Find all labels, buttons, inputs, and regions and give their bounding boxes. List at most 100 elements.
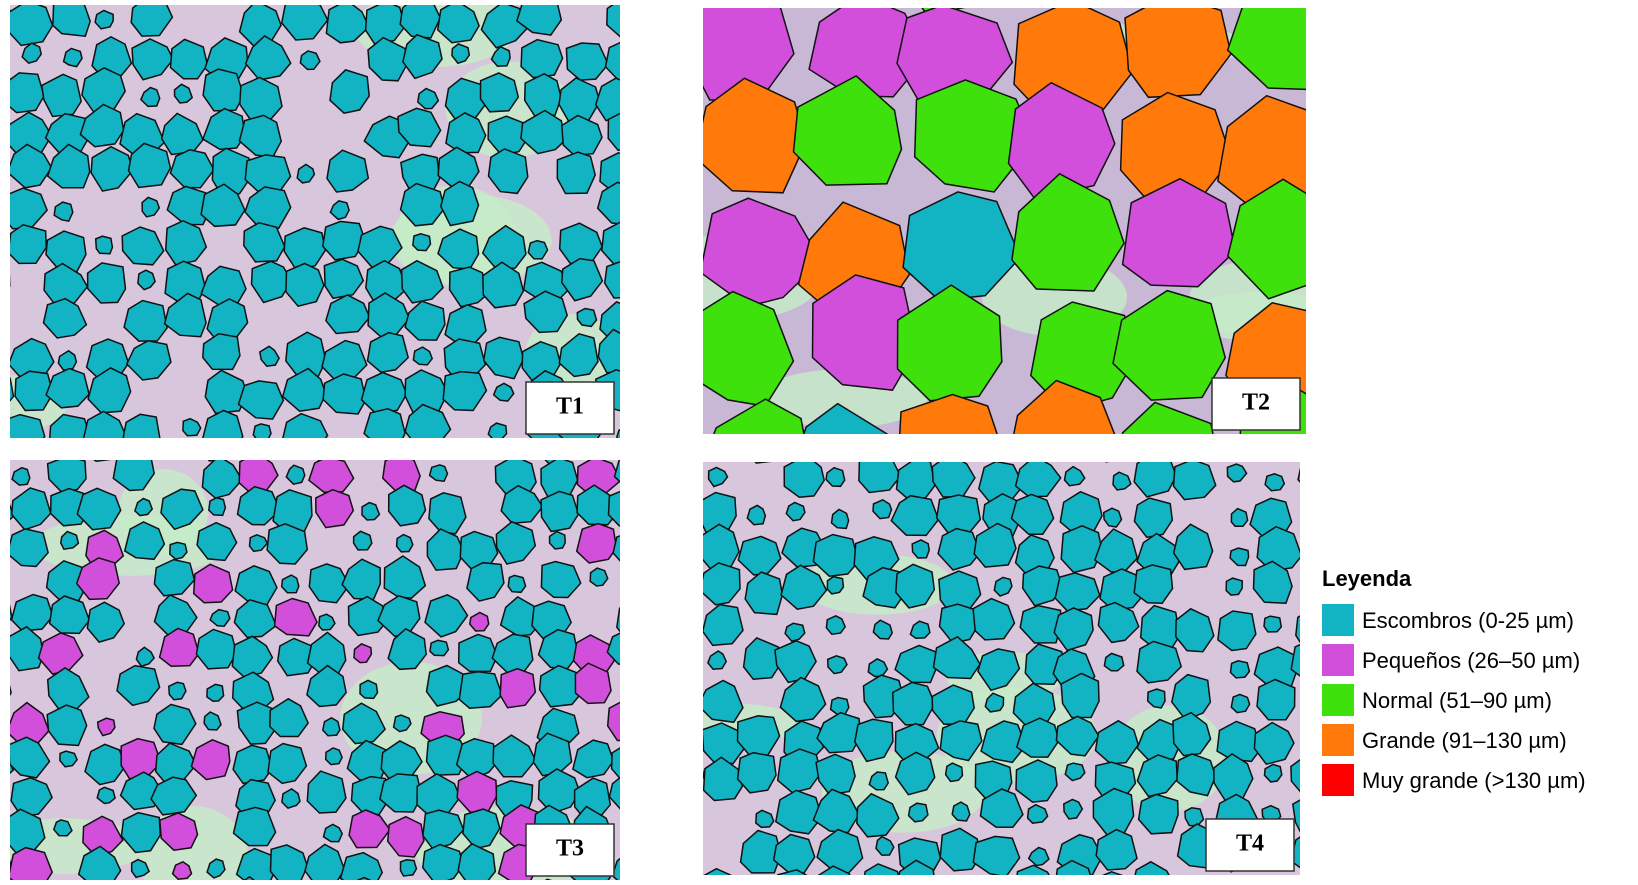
- cell: [643, 334, 686, 375]
- cell: [1303, 500, 1321, 519]
- cell: [285, 0, 328, 2]
- cell: [430, 640, 449, 655]
- cell: [615, 451, 657, 490]
- cell: [0, 261, 10, 303]
- cell: [1115, 0, 1220, 4]
- figure: T1T2T3T4LeyendaEscombros (0-25 µm)Pequeñ…: [0, 0, 1638, 880]
- cell: [609, 488, 652, 526]
- micrograph-panel: [654, 414, 1339, 880]
- cell: [253, 424, 271, 442]
- cell: [1298, 450, 1339, 493]
- cell: [639, 32, 676, 72]
- cell: [0, 458, 5, 497]
- cell: [608, 110, 648, 151]
- cell: [1265, 474, 1284, 491]
- legend-swatch: [1322, 604, 1354, 636]
- cell: [459, 634, 498, 671]
- cell: [626, 682, 643, 699]
- cell: [5, 415, 45, 455]
- cell: [608, 700, 650, 741]
- cell: [0, 843, 11, 880]
- cell: [413, 234, 431, 251]
- cell: [1134, 565, 1172, 603]
- cell: [0, 527, 8, 566]
- cell: [1226, 578, 1242, 595]
- cell: [0, 634, 10, 672]
- cell: [952, 802, 970, 821]
- cell: [1231, 694, 1249, 712]
- cell: [636, 0, 680, 35]
- cell: [605, 261, 645, 298]
- page: T1T2T3T4LeyendaEscombros (0-25 µm)Pequeñ…: [0, 0, 1638, 880]
- cell: [655, 453, 697, 491]
- cell: [0, 75, 2, 115]
- cell: [577, 524, 617, 563]
- cell: [637, 451, 679, 494]
- cell: [577, 309, 596, 327]
- cell: [784, 455, 824, 497]
- cell: [637, 222, 680, 262]
- cell: [909, 803, 928, 822]
- cell: [364, 409, 405, 449]
- cell: [508, 575, 525, 592]
- cell: [521, 40, 563, 78]
- cell: [1306, 580, 1324, 598]
- legend-label: Pequeños (26–50 µm): [1362, 648, 1580, 673]
- cell: [646, 191, 684, 233]
- cell: [648, 260, 690, 304]
- cell: [636, 113, 675, 158]
- cell: [1264, 616, 1281, 632]
- cell: [209, 498, 226, 516]
- legend-swatch: [1322, 644, 1354, 676]
- cell: [7, 0, 52, 3]
- cell: [233, 745, 272, 783]
- legend-label: Normal (51–90 µm): [1362, 688, 1552, 713]
- cell: [0, 156, 8, 193]
- cell: [0, 448, 3, 488]
- cell: [617, 600, 655, 642]
- legend-swatch: [1322, 684, 1354, 716]
- cell: [667, 426, 706, 465]
- cell: [1104, 653, 1123, 670]
- cell: [1323, 0, 1440, 97]
- cell: [826, 616, 845, 634]
- cell: [606, 40, 649, 81]
- micrograph-panel: [0, 412, 658, 880]
- cell: [95, 11, 113, 29]
- cell: [1061, 526, 1102, 573]
- legend-label: Escombros (0-25 µm): [1362, 608, 1574, 633]
- cell: [646, 421, 666, 439]
- cell: [669, 659, 686, 677]
- cell: [1335, 306, 1440, 418]
- cell: [677, 688, 696, 706]
- cell: [636, 0, 675, 3]
- cell: [323, 718, 340, 736]
- panel-label: T1: [556, 394, 584, 420]
- cell: [203, 69, 243, 111]
- cell: [664, 721, 702, 761]
- cell: [1231, 509, 1247, 527]
- cell: [557, 152, 595, 193]
- cell: [1316, 383, 1438, 504]
- cell: [747, 505, 765, 524]
- cell: [600, 153, 641, 193]
- cell: [0, 669, 11, 706]
- cell: [640, 296, 682, 334]
- cell: [827, 577, 843, 594]
- cell: [1267, 437, 1285, 454]
- cell: [0, 108, 7, 150]
- cell: [0, 780, 6, 819]
- cell: [617, 427, 635, 444]
- cell: [397, 535, 413, 552]
- cell: [96, 236, 113, 254]
- cell: [53, 0, 90, 36]
- legend-label: Grande (91–130 µm): [1362, 728, 1567, 753]
- cell: [0, 0, 12, 2]
- cell: [661, 799, 701, 841]
- cell: [1323, 100, 1431, 213]
- cell: [169, 682, 186, 699]
- legend-title: Leyenda: [1322, 566, 1412, 591]
- cell: [0, 702, 9, 742]
- cell: [663, 750, 704, 792]
- cell: [326, 748, 342, 765]
